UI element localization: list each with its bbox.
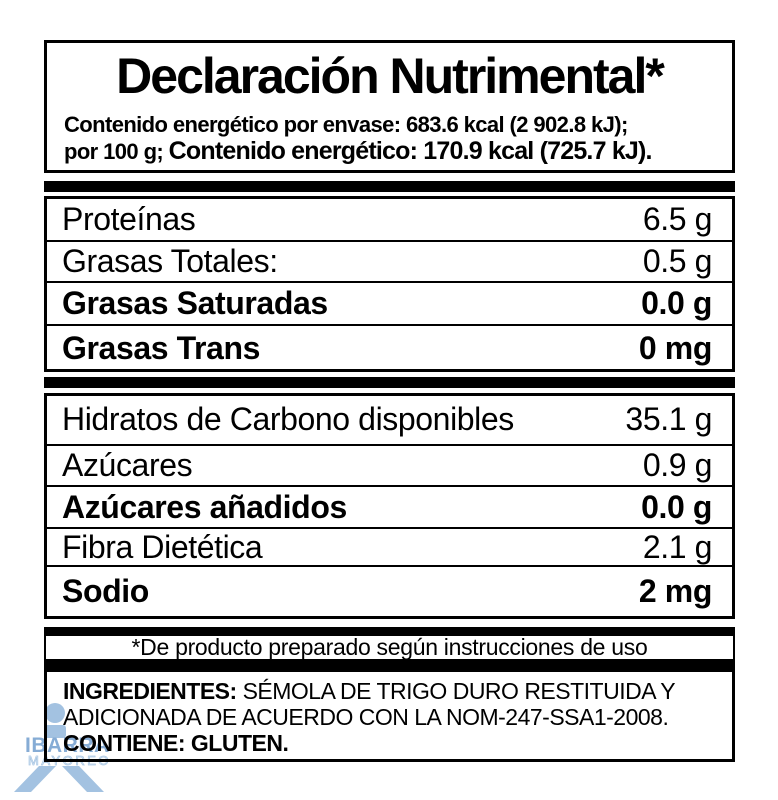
nutrient-name: Grasas Totales: xyxy=(62,243,278,279)
logo-legs-icon xyxy=(14,766,104,792)
nutrient-name: Fibra Dietética xyxy=(62,528,263,565)
allergen-statement: CONTIENE: GLUTEN. xyxy=(63,730,289,756)
nutrient-name: Azúcares xyxy=(62,447,193,483)
nutrient-name: Hidratos de Carbono disponibles xyxy=(62,401,514,437)
section-separator-bar xyxy=(44,377,735,388)
nutrient-value: 6.5 g xyxy=(642,201,713,237)
section-separator-bar xyxy=(44,181,735,192)
nutrient-value: 0.0 g xyxy=(641,285,712,321)
ingredients-line: INGREDIENTES: SÉMOLA DE TRIGO DURO RESTI… xyxy=(63,678,724,704)
energy-line2-prefix: por 100 g; xyxy=(64,139,169,164)
nutrient-value: 0.0 g xyxy=(641,488,712,525)
nutrient-name: Sodio xyxy=(62,573,149,609)
ingredients-label: INGREDIENTES: xyxy=(63,678,237,704)
section-separator-bar xyxy=(44,627,735,634)
energy-line2-bold: Contenido energético: 170.9 kcal (725.7 … xyxy=(168,137,653,165)
nutrient-section-carbs: Hidratos de Carbono disponibles 35.1 g A… xyxy=(44,393,735,619)
nutrient-row: Grasas Trans 0 mg xyxy=(47,326,732,370)
nutrient-name: Grasas Trans xyxy=(62,329,260,366)
energy-line1: Contenido energético por envase: 683.6 k… xyxy=(64,112,628,137)
nutrient-row: Sodio 2 mg xyxy=(47,567,732,616)
footnote-box: *De producto preparado según instruccion… xyxy=(44,634,735,661)
nutrient-name: Proteínas xyxy=(62,201,196,237)
nutrient-name: Azúcares añadidos xyxy=(62,488,347,525)
nutrient-row: Azúcares 0.9 g xyxy=(47,446,732,487)
section-separator-bar xyxy=(44,661,735,669)
header-box: Declaración Nutrimental* Contenido energ… xyxy=(44,40,735,173)
footnote-text: *De producto preparado según instruccion… xyxy=(131,634,648,660)
nutrient-value: 0 mg xyxy=(638,329,712,366)
nutrient-value: 2 mg xyxy=(638,573,712,609)
nutrient-row: Fibra Dietética 2.1 g xyxy=(47,529,732,567)
nutrient-row: Proteínas 6.5 g xyxy=(47,199,732,242)
nutrition-label: Declaración Nutrimental* Contenido energ… xyxy=(44,40,735,762)
nutrient-row: Hidratos de Carbono disponibles 35.1 g xyxy=(47,396,732,446)
ingredients-box: INGREDIENTES: SÉMOLA DE TRIGO DURO RESTI… xyxy=(44,669,735,762)
nutrient-row: Azúcares añadidos 0.0 g xyxy=(47,487,732,529)
nutrient-name: Grasas Saturadas xyxy=(62,285,328,321)
ingredients-text: SÉMOLA DE TRIGO DURO RESTITUIDA Y xyxy=(236,678,676,704)
ingredients-line: ADICIONADA DE ACUERDO CON LA NOM-247-SSA… xyxy=(63,704,669,730)
nutrient-value: 0.9 g xyxy=(642,447,713,483)
energy-summary: Contenido energético por envase: 683.6 k… xyxy=(64,112,732,165)
nutrient-value: 35.1 g xyxy=(625,401,712,437)
nutrient-row: Grasas Saturadas 0.0 g xyxy=(47,283,732,326)
nutrient-row: Grasas Totales: 0.5 g xyxy=(47,242,732,283)
nutrient-section-fats: Proteínas 6.5 g Grasas Totales: 0.5 g Gr… xyxy=(44,196,735,372)
label-title: Declaración Nutrimental* xyxy=(116,48,665,104)
nutrient-value: 2.1 g xyxy=(642,528,713,565)
nutrient-value: 0.5 g xyxy=(642,243,713,279)
